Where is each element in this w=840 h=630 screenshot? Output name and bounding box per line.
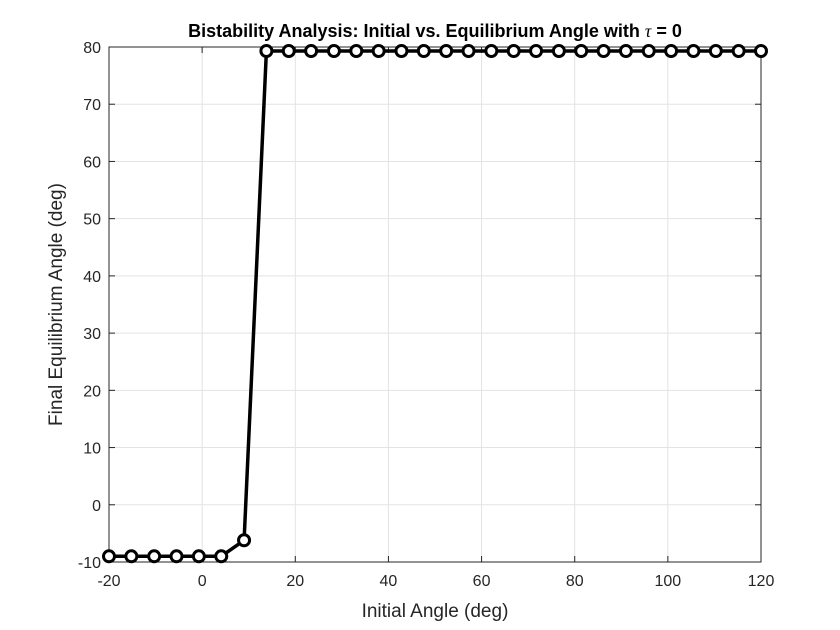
y-tick-label: 50 (83, 212, 101, 229)
y-tick-label: 0 (92, 498, 101, 515)
data-point (191, 549, 206, 564)
data-point (169, 549, 184, 564)
data-point (439, 44, 454, 59)
x-tick-label: -20 (97, 573, 120, 590)
chart-title-symbol: τ (645, 21, 652, 41)
data-point (461, 44, 476, 59)
chart-title-text: Bistability Analysis: Initial vs. Equili… (188, 21, 640, 41)
data-point (371, 44, 386, 59)
y-tick-label: 80 (83, 40, 101, 57)
y-tick-label: 10 (83, 441, 101, 458)
data-point (551, 44, 566, 59)
x-tick-label: 120 (748, 573, 775, 590)
data-point (686, 44, 701, 59)
x-tick-label: 60 (473, 573, 491, 590)
data-point (147, 549, 162, 564)
data-point (259, 44, 274, 59)
grid (108, 46, 762, 563)
data-point (281, 44, 296, 59)
x-tick-label: 20 (286, 573, 304, 590)
data-point (754, 44, 768, 59)
ticks: -20 0 20 40 60 80 100 120 -10 0 10 20 30 40 50 60 70 80 (78, 40, 775, 590)
data-point (304, 44, 319, 59)
x-tick-label: 100 (655, 573, 682, 590)
series-line (109, 49, 761, 559)
data-point (484, 44, 499, 59)
data-point (529, 44, 544, 59)
y-axis-label: Final Equilibrium Angle (deg) (46, 183, 67, 426)
x-tick-label: 40 (380, 573, 398, 590)
data-point (596, 44, 611, 59)
data-point (506, 44, 521, 59)
data-point (416, 44, 431, 59)
y-tick-label: 60 (83, 154, 101, 171)
data-point (618, 44, 633, 59)
x-axis-label: Initial Angle (deg) (362, 601, 509, 622)
plot-frame (108, 46, 762, 563)
chart-title-suffix: = 0 (656, 21, 682, 41)
data-point (214, 549, 229, 564)
chart-title: Bistability Analysis: Initial vs. Equili… (188, 21, 682, 41)
y-tick-label: -10 (78, 555, 101, 572)
data-point (664, 44, 679, 59)
x-tick-label: 0 (198, 573, 207, 590)
y-tick-label: 40 (83, 269, 101, 286)
data-point (574, 44, 589, 59)
data-point (237, 533, 252, 548)
data-point (394, 44, 409, 59)
data-point (124, 549, 139, 564)
data-point (708, 44, 723, 59)
series-layer (102, 44, 768, 564)
data-point (731, 44, 746, 59)
data-point (349, 44, 364, 59)
data-point (102, 549, 116, 564)
y-tick-label: 70 (83, 97, 101, 114)
y-tick-label: 30 (83, 326, 101, 343)
data-point (641, 44, 656, 59)
data-point (326, 44, 341, 59)
y-tick-label: 20 (83, 383, 101, 400)
x-tick-label: 80 (566, 573, 584, 590)
